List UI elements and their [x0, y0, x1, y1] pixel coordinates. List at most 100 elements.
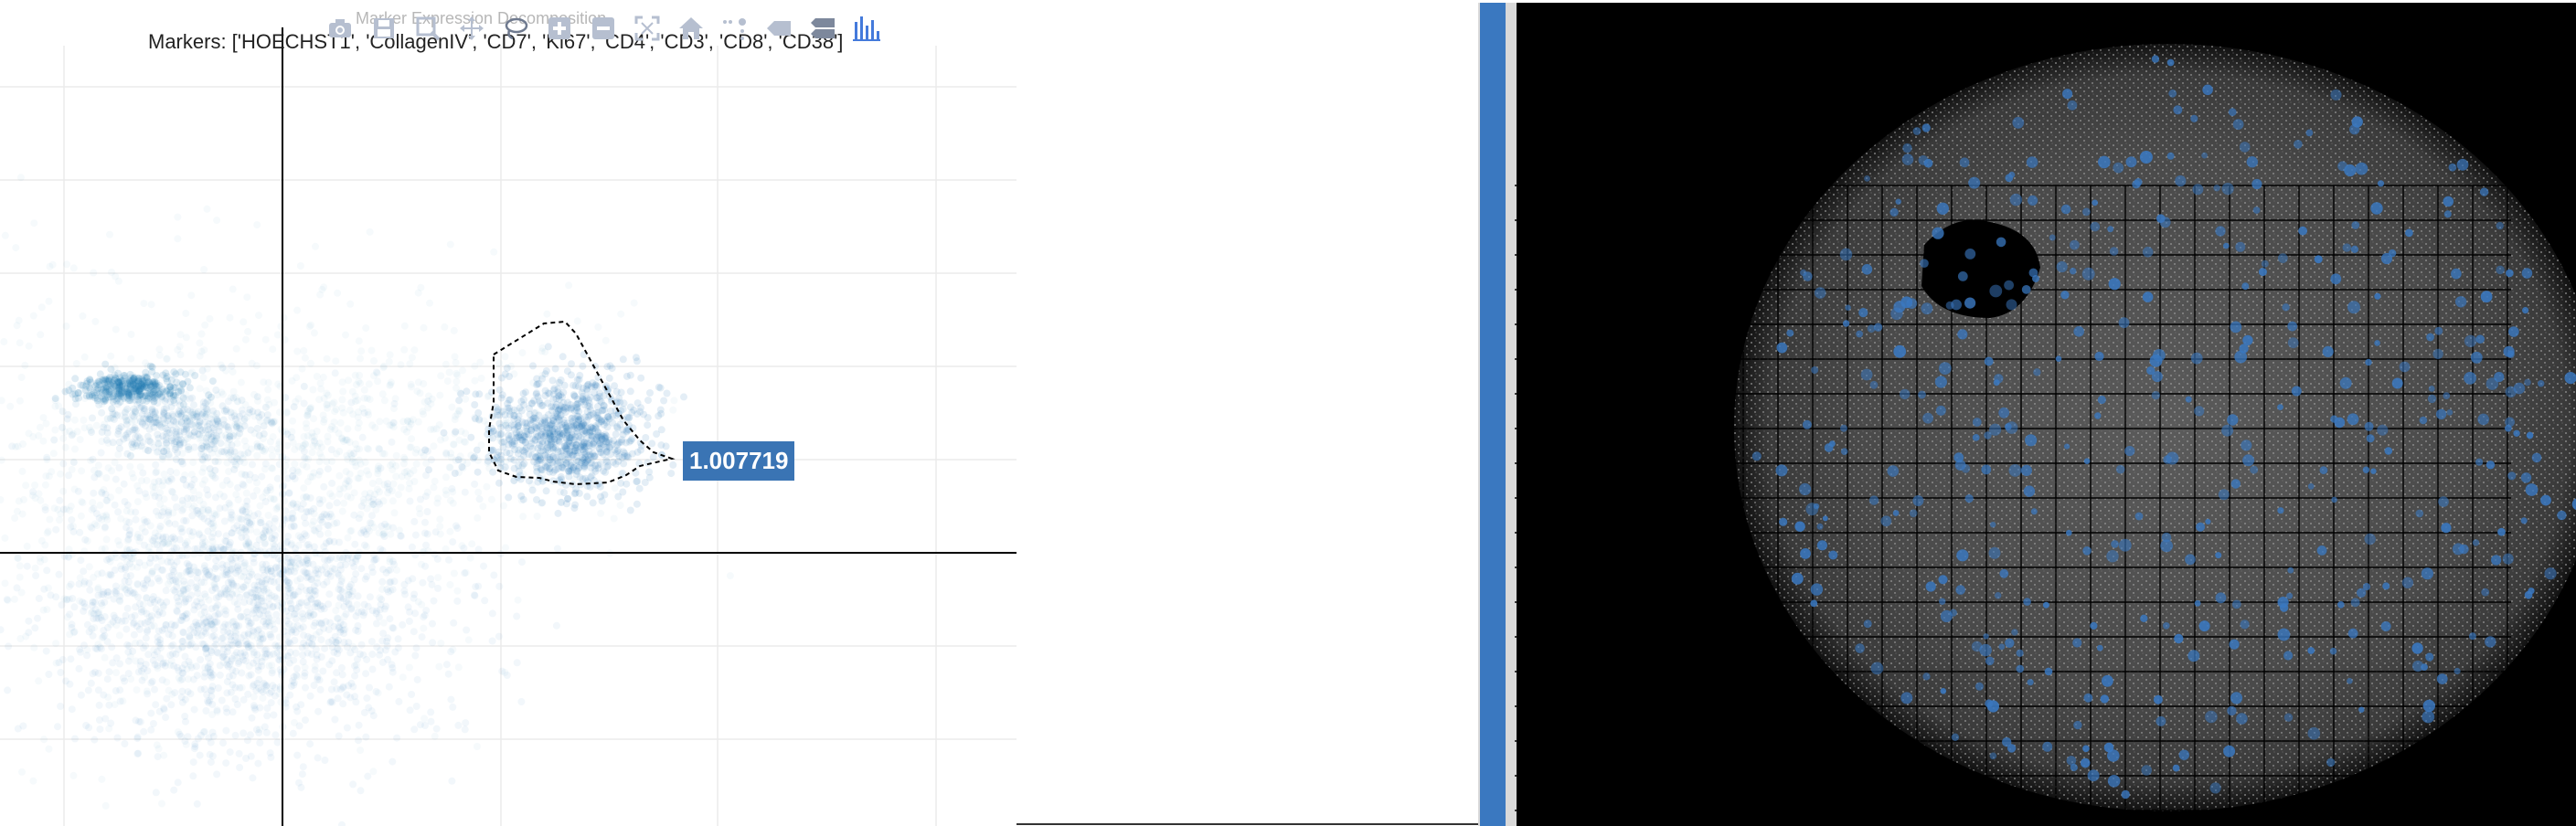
scatter-point: [564, 495, 571, 503]
scatter-point: [89, 392, 96, 400]
tissue-image[interactable]: [1478, 3, 2576, 826]
scatter-point: [200, 685, 208, 694]
scatter-point: [229, 581, 238, 589]
scatter-point: [238, 669, 246, 677]
scatter-point: [255, 638, 263, 646]
scatter-point: [318, 285, 326, 293]
scatter-point: [125, 531, 133, 539]
scatter-point: [130, 588, 138, 597]
scatter-point: [174, 778, 182, 787]
scatter-point: [148, 367, 156, 376]
scatter-point: [548, 428, 557, 436]
scatter-point: [144, 667, 152, 675]
scatter-point: [124, 577, 133, 586]
zoom-in-button[interactable]: [544, 13, 575, 44]
scatter-plot-panel[interactable]: Marker Expression Decomposition Markers:…: [0, 0, 1017, 826]
scatter-point: [112, 374, 120, 382]
save-button[interactable]: [368, 13, 399, 44]
scatter-point: [265, 520, 273, 528]
scatter-point: [350, 511, 358, 519]
scatter-point: [228, 362, 236, 370]
scatter-point: [533, 433, 541, 441]
scatter-point: [101, 653, 109, 662]
scatter-point: [94, 469, 102, 477]
scatter-point: [381, 646, 389, 654]
scatter-point: [139, 579, 147, 588]
scatter-point: [448, 777, 456, 785]
camera-button[interactable]: [325, 13, 356, 44]
scatter-point: [538, 499, 545, 507]
scatter-point: [275, 461, 283, 469]
scatter-point: [203, 205, 211, 213]
scatter-point: [383, 641, 391, 650]
scatter-point: [563, 422, 571, 430]
scatter-point: [137, 389, 145, 397]
scatter-point: [228, 556, 236, 564]
scatter-point: [273, 331, 282, 339]
zoom-button[interactable]: [412, 13, 443, 44]
scatter-point: [136, 657, 144, 665]
scatter-point: [548, 420, 556, 429]
selected-cell: [2042, 601, 2049, 609]
autoscale-button[interactable]: [632, 13, 663, 44]
plot-modebar: [325, 13, 882, 44]
scatter-point: [468, 540, 476, 548]
scatter-point: [623, 452, 632, 460]
scatter-point: [252, 606, 261, 614]
scatter-point: [617, 310, 625, 318]
scatter-point: [591, 383, 599, 391]
scatter-point: [204, 505, 212, 514]
scatter-point: [511, 446, 519, 453]
scatter-point: [330, 398, 338, 407]
scatter-point: [206, 567, 214, 576]
scatter-point: [557, 391, 565, 399]
home-button[interactable]: [676, 13, 707, 44]
scatter-point: [325, 600, 333, 609]
scatter-point: [602, 418, 611, 427]
scatter-point: [523, 428, 531, 435]
scatter-point: [107, 493, 114, 502]
scatter-point: [123, 536, 132, 545]
scatter-point: [559, 353, 567, 361]
scatter-point: [324, 391, 332, 399]
scatter-point: [303, 493, 311, 502]
scatter-point: [177, 617, 186, 625]
scatter-point: [411, 531, 420, 539]
scatter-point: [176, 616, 185, 624]
scatter-point: [229, 672, 237, 680]
scatter-point: [124, 648, 133, 656]
scatter-point: [184, 609, 191, 618]
spike-lines-button[interactable]: [719, 13, 750, 44]
scatter-point: [408, 691, 416, 698]
selected-cell: [2287, 567, 2294, 574]
scatter-plot[interactable]: [0, 0, 1017, 826]
scatter-point: [562, 436, 570, 444]
scatter-point: [497, 394, 506, 402]
scatter-point: [573, 461, 581, 470]
scatter-point: [167, 392, 176, 400]
scatter-point: [195, 531, 203, 539]
zoom-out-button[interactable]: [588, 13, 619, 44]
tissue-image-panel[interactable]: [1478, 3, 2576, 826]
scatter-point: [616, 502, 624, 509]
scatter-point: [502, 457, 510, 465]
plotly-logo-button[interactable]: [851, 13, 882, 44]
scatter-point: [209, 472, 218, 480]
scatter-point: [619, 430, 627, 439]
hover-closest-button[interactable]: [763, 13, 794, 44]
scatter-point: [626, 403, 634, 411]
hover-compare-button[interactable]: [807, 13, 838, 44]
lasso-button[interactable]: [500, 13, 531, 44]
scatter-point: [146, 522, 154, 530]
scatter-point: [262, 566, 271, 574]
selected-cell: [1863, 620, 1872, 629]
scatter-point: [372, 609, 380, 618]
scatter-point: [233, 653, 241, 662]
scatter-point: [605, 374, 613, 382]
scatter-point: [243, 293, 251, 302]
scatter-point: [153, 414, 161, 422]
pan-button[interactable]: [456, 13, 487, 44]
scatter-point: [604, 413, 612, 421]
scatter-point: [238, 683, 246, 692]
scatter-point: [241, 524, 250, 532]
